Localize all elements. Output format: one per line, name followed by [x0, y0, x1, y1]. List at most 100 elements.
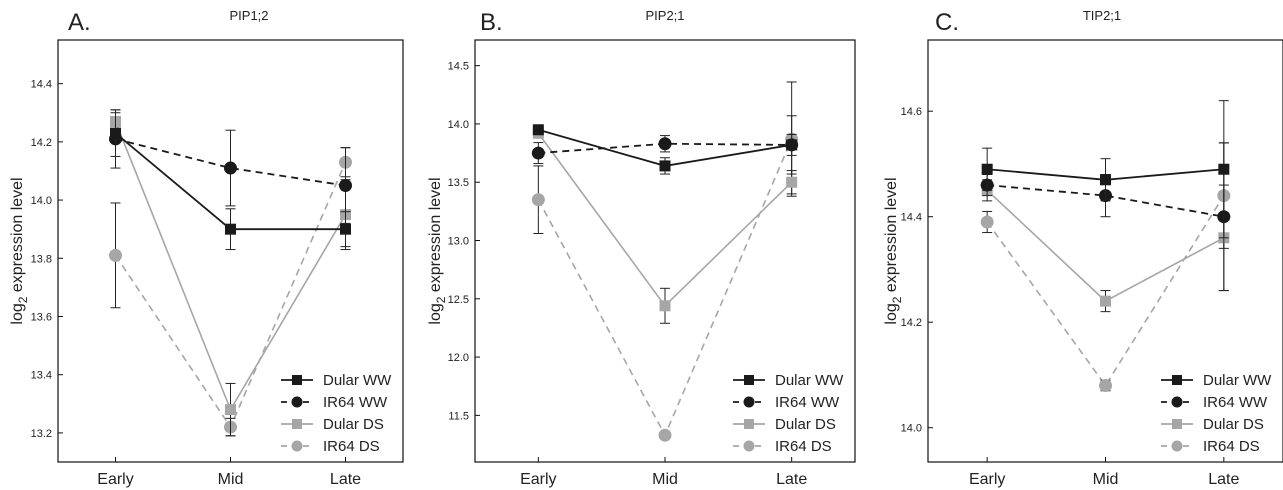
panel-label: C. [935, 9, 959, 36]
x-tick-label: Late [1208, 471, 1239, 488]
y-axis-label-rest: expression level [427, 177, 444, 296]
y-tick-label: 13.0 [448, 236, 469, 248]
legend-label: Dular DS [1203, 416, 1264, 433]
legend-label: IR64 DS [1203, 438, 1260, 455]
legend-marker [744, 419, 754, 429]
data-point [532, 124, 544, 136]
legend-marker [291, 440, 303, 452]
data-point [110, 127, 121, 139]
y-axis-label-main: log [427, 303, 444, 324]
y-tick-label: 13.5 [448, 177, 469, 189]
y-tick-label: 13.6 [31, 311, 52, 323]
y-axis-label: log2 expression level [427, 177, 448, 324]
data-point [340, 223, 351, 235]
chart-panel-2: B. PIP2;1 log2 expression level 11.5 12.0 12.… [427, 8, 856, 488]
series-line [538, 142, 792, 154]
data-point [224, 161, 237, 175]
data-point [225, 223, 236, 235]
series-dular-ww [110, 109, 351, 251]
y-tick-label: 12.5 [448, 294, 469, 306]
legend: Dular WW IR64 WW Dular DS IR64 DS [733, 372, 844, 455]
legend-label: Dular DS [323, 416, 384, 433]
x-tick-label: Mid [1093, 471, 1119, 488]
y-axis-label: log2 expression level [883, 177, 904, 324]
y-tick-label: 13.2 [31, 428, 52, 440]
chart-title: PIP1;2 [229, 8, 268, 23]
legend-marker [744, 375, 754, 385]
series-ir64-ww [109, 109, 352, 224]
y-axis-label-subscript: 2 [16, 296, 30, 303]
data-point [109, 248, 122, 262]
y-axis-label-main: log [883, 303, 900, 324]
y-tick-label: 14.4 [901, 212, 922, 224]
y-tick-label: 14.2 [901, 317, 922, 329]
data-point [659, 300, 671, 312]
y-axis-label-main: log [9, 303, 26, 324]
data-point [981, 163, 993, 175]
y-tick-label: 14.0 [448, 119, 469, 131]
x-tick-label: Early [969, 471, 1005, 488]
x-tick-label: Early [97, 471, 133, 488]
series-line [115, 138, 346, 187]
x-tick-label: Late [330, 471, 361, 488]
data-point [531, 193, 545, 207]
data-point [225, 404, 236, 416]
panel-label: A. [68, 9, 91, 36]
data-point [980, 215, 994, 229]
data-point [1099, 379, 1112, 393]
series-dular-ds [532, 127, 798, 324]
series-line [537, 138, 793, 438]
y-axis-label-rest: expression level [883, 177, 900, 296]
y-axis-label-rest: expression level [9, 177, 26, 296]
legend: Dular WW IR64 WW Dular DS IR64 DS [1161, 372, 1272, 455]
panel-label: B. [480, 9, 503, 36]
chart-title: PIP2;1 [645, 8, 684, 23]
y-tick-label: 14.2 [31, 137, 52, 149]
y-tick-label: 14.6 [901, 106, 922, 118]
legend-marker [291, 396, 303, 408]
x-tick-label: Mid [218, 471, 244, 488]
y-tick-label: 13.8 [31, 253, 52, 265]
x-tick-label: Late [776, 471, 807, 488]
legend-marker [1171, 396, 1183, 408]
y-tick-label: 14.4 [31, 79, 52, 91]
legend-label: IR64 WW [1203, 394, 1268, 411]
legend-label: Dular WW [1203, 372, 1272, 389]
chart-title: TIP2;1 [1083, 8, 1121, 23]
y-tick-label: 12.0 [448, 352, 469, 364]
legend-marker [292, 375, 302, 385]
legend-label: IR64 WW [775, 394, 840, 411]
x-tick-label: Mid [652, 471, 678, 488]
legend-label: IR64 DS [775, 438, 832, 455]
y-axis-label: log2 expression level [9, 177, 30, 324]
series-line [987, 184, 1224, 218]
chart-panel-3: C. TIP2;1 log2 expression level 14.0 14.2 14.… [883, 8, 1283, 488]
legend-label: Dular DS [775, 416, 836, 433]
y-axis-label-subscript: 2 [890, 296, 904, 303]
legend-marker [1172, 375, 1182, 385]
legend-label: Dular WW [775, 372, 844, 389]
legend-marker [1172, 419, 1182, 429]
legend-marker [292, 419, 302, 429]
legend-label: IR64 DS [323, 438, 380, 455]
legend-label: Dular WW [323, 372, 392, 389]
data-point [531, 146, 545, 160]
data-point [659, 160, 671, 172]
data-point [1100, 295, 1111, 307]
data-point [786, 176, 798, 188]
x-tick-label: Early [520, 471, 556, 488]
data-point [1218, 163, 1230, 175]
y-tick-label: 14.0 [901, 423, 922, 435]
series-dular-ww [981, 100, 1230, 239]
y-tick-label: 14.0 [31, 195, 52, 207]
data-point [1100, 174, 1111, 186]
legend-marker [743, 440, 755, 452]
legend-marker [1171, 440, 1183, 452]
legend-label: IR64 WW [323, 394, 388, 411]
data-point [658, 428, 672, 442]
y-tick-label: 11.5 [448, 410, 469, 422]
legend: Dular WW IR64 WW Dular DS IR64 DS [281, 372, 392, 455]
y-axis-label-subscript: 2 [434, 296, 448, 303]
y-tick-label: 14.5 [448, 61, 469, 73]
